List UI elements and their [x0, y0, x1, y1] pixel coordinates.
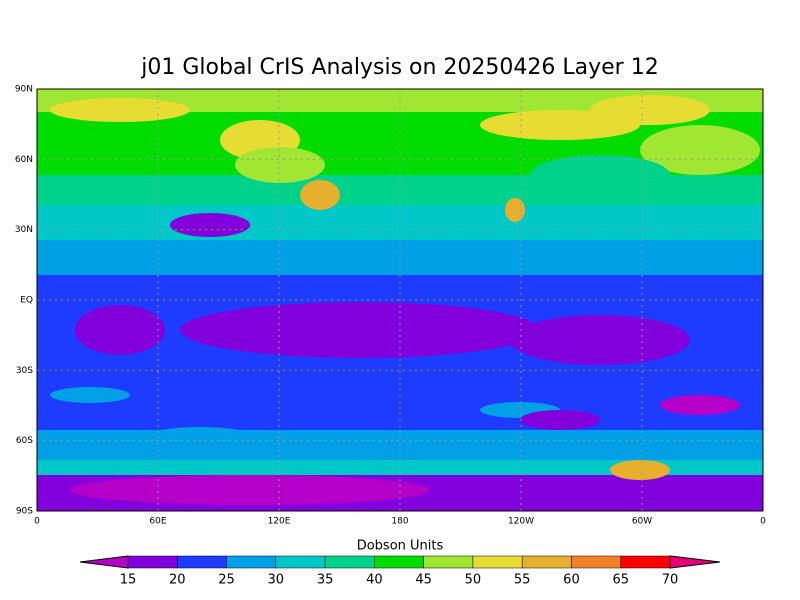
- contour-patch: [170, 213, 250, 237]
- colorbar-extension-high: [669, 555, 721, 569]
- colorbar-tick-label: 45: [415, 573, 432, 588]
- colorbar-tick-label: 40: [366, 573, 383, 588]
- x-tick-label: 120W: [508, 517, 534, 527]
- colorbar-segment: [423, 555, 474, 569]
- y-tick-label: 60S: [16, 436, 33, 446]
- contour-band: [37, 89, 763, 112]
- map-title: j01 Global CrIS Analysis on 20250426 Lay…: [140, 55, 658, 80]
- colorbar-tick-label: 35: [317, 573, 334, 588]
- colorbar-segment: [177, 555, 227, 569]
- contour-patch: [150, 427, 250, 443]
- y-tick-label: 30S: [16, 366, 33, 376]
- colorbar-segment: [226, 555, 277, 569]
- x-tick-label: 0: [34, 517, 40, 527]
- contour-patch: [235, 147, 325, 183]
- colorbar-tick-label: 50: [465, 573, 482, 588]
- colorbar: 15 20 25 30 35 40 45 50 55 60 65 70: [79, 555, 721, 588]
- y-tick-label: EQ: [20, 296, 33, 306]
- colorbar-segment: [374, 555, 424, 569]
- contour-patch: [610, 460, 670, 480]
- x-tick-label: 60E: [149, 517, 166, 527]
- contour-patch: [70, 475, 430, 505]
- contour-patch: [50, 98, 190, 122]
- contour-patch: [75, 305, 165, 355]
- y-tick-label: 90N: [15, 85, 33, 95]
- colorbar-tick-label: 65: [612, 573, 629, 588]
- x-tick-label: 60W: [632, 517, 652, 527]
- colorbar-tick-label: 60: [563, 573, 580, 588]
- contour-patch: [520, 410, 600, 430]
- x-tick-label: 180: [391, 517, 408, 527]
- colorbar-extension-low: [79, 555, 129, 569]
- grid: 0 60E 120E 180 120W 60W 0 90N 60N 30N EQ 30S 60S 90S: [15, 85, 766, 527]
- x-tick-label: 0: [760, 517, 766, 527]
- colorbar-tick-label: 55: [514, 573, 531, 588]
- colorbar-segment: [127, 555, 178, 569]
- x-tick-label: 120E: [268, 517, 291, 527]
- y-tick-label: 90S: [16, 507, 33, 517]
- colorbar-tick-label: 25: [218, 573, 235, 588]
- y-tick-label: 30N: [15, 225, 33, 235]
- contour-patch: [530, 155, 670, 195]
- map-frame: [36, 88, 764, 512]
- colorbar-segment: [275, 555, 326, 569]
- y-tick-label: 60N: [15, 155, 33, 165]
- contour-patch: [50, 387, 130, 403]
- contour-patch: [505, 198, 525, 222]
- colorbar-segment: [472, 555, 523, 569]
- colorbar-label: Dobson Units: [357, 539, 444, 554]
- colorbar-tick-label: 15: [120, 573, 137, 588]
- colorbar-tick-label: 30: [268, 573, 285, 588]
- colorbar-tick-label: 70: [662, 573, 679, 588]
- colorbar-tick-label: 20: [169, 573, 186, 588]
- contour-patch: [640, 125, 760, 175]
- contour-patch: [660, 395, 740, 415]
- contour-patch: [510, 315, 690, 365]
- colorbar-segment: [324, 555, 375, 569]
- contour-patch: [300, 180, 340, 210]
- colorbar-segment: [521, 555, 572, 569]
- contour-patch: [180, 302, 540, 358]
- colorbar-segment: [620, 555, 671, 569]
- contour-patch: [590, 95, 710, 125]
- colorbar-segment: [571, 555, 621, 569]
